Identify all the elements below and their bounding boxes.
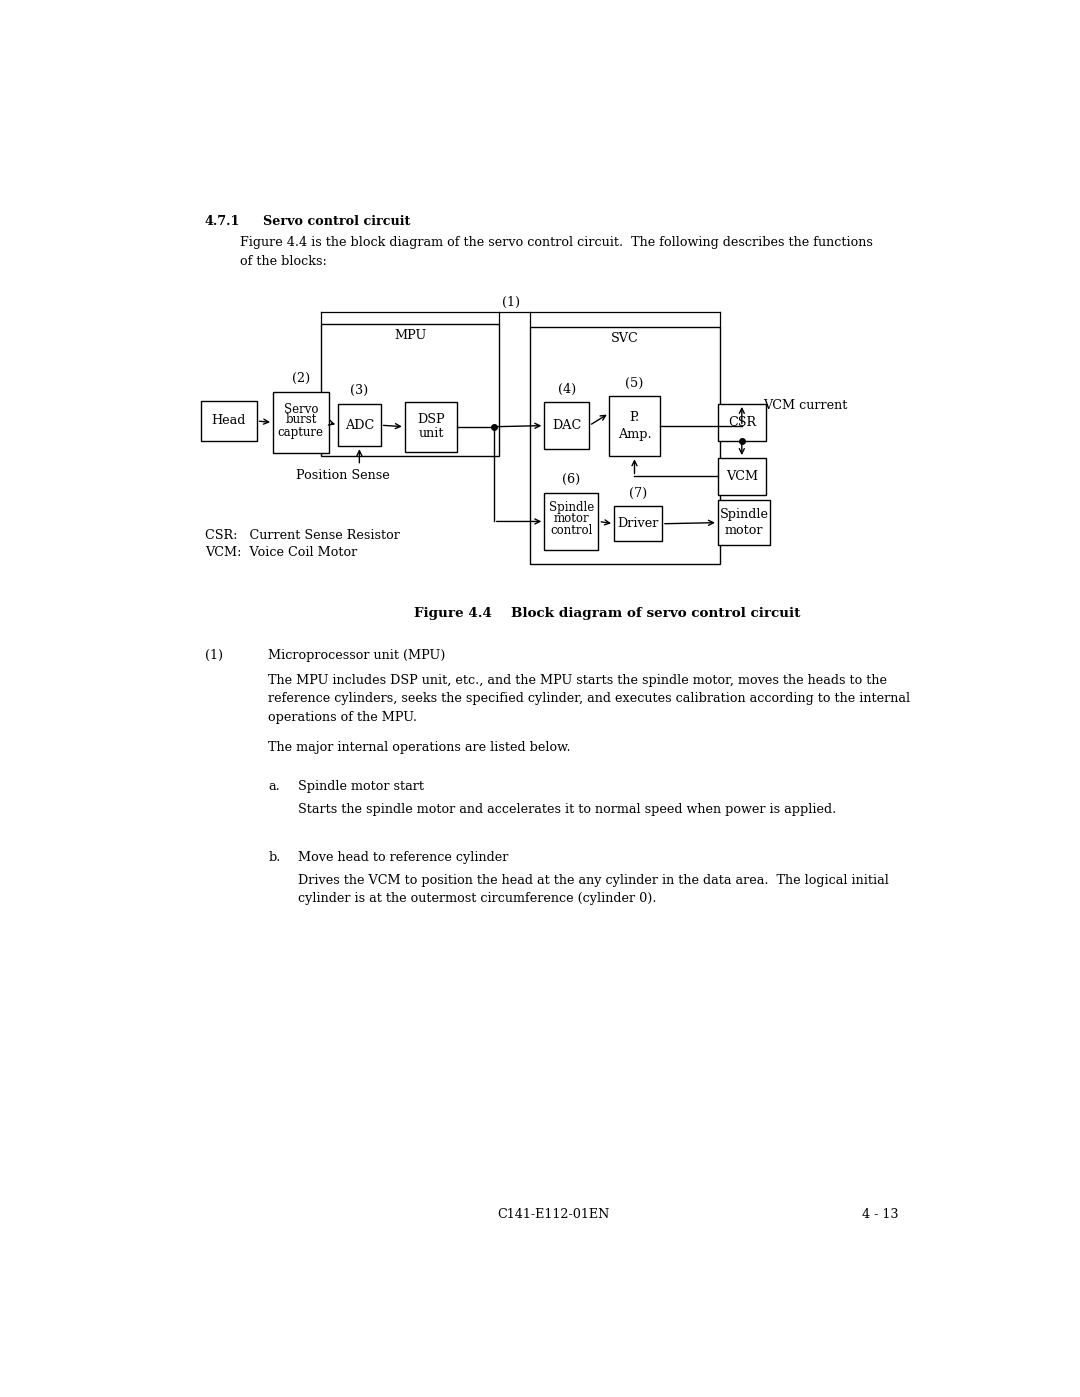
Text: motor: motor [554,511,589,525]
Text: P.: P. [630,411,639,423]
Text: b.: b. [268,851,281,863]
Text: Microprocessor unit (MPU): Microprocessor unit (MPU) [268,648,446,662]
Text: (7): (7) [629,486,647,500]
Text: VCM:  Voice Coil Motor: VCM: Voice Coil Motor [205,546,357,559]
Text: Driver: Driver [618,517,659,531]
Text: Head: Head [212,415,246,427]
Text: 4.7.1: 4.7.1 [205,215,240,228]
Text: Block diagram of servo control circuit: Block diagram of servo control circuit [511,606,800,620]
Bar [530,327,720,564]
Text: Spindle: Spindle [719,509,769,521]
Text: Spindle: Spindle [549,502,594,514]
Bar [321,324,499,457]
Text: Move head to reference cylinder: Move head to reference cylinder [298,851,508,863]
Bar [201,401,257,441]
Text: Servo: Servo [284,402,319,416]
Text: Figure 4.4: Figure 4.4 [414,606,491,620]
Bar [544,493,598,550]
Text: unit: unit [418,427,444,440]
Bar [609,397,660,457]
Text: motor: motor [725,524,764,536]
Bar [718,500,770,545]
Text: (2): (2) [292,372,310,386]
Text: C141-E112-01EN: C141-E112-01EN [497,1207,610,1221]
Text: Starts the spindle motor and accelerates it to normal speed when power is applie: Starts the spindle motor and accelerates… [298,803,836,816]
Bar [544,402,590,448]
Text: capture: capture [278,426,324,439]
Text: (1): (1) [502,296,519,309]
Text: CSR:   Current Sense Resistor: CSR: Current Sense Resistor [205,529,400,542]
Text: Figure 4.4 is the block diagram of the servo control circuit.  The following des: Figure 4.4 is the block diagram of the s… [240,236,873,268]
Text: ADC: ADC [345,419,374,432]
Bar [718,458,766,495]
Text: The MPU includes DSP unit, etc., and the MPU starts the spindle motor, moves the: The MPU includes DSP unit, etc., and the… [268,673,910,724]
Bar [613,507,662,541]
Text: Position Sense: Position Sense [296,469,390,482]
Text: The major internal operations are listed below.: The major internal operations are listed… [268,742,571,754]
Bar [718,404,766,441]
Text: CSR: CSR [728,416,756,429]
Text: (5): (5) [625,377,644,390]
Text: control: control [550,524,593,538]
Text: (6): (6) [563,474,580,486]
Bar [405,402,458,451]
Text: Spindle motor start: Spindle motor start [298,780,423,792]
Text: (3): (3) [350,384,368,397]
Text: SVC: SVC [611,332,639,345]
Text: MPU: MPU [394,330,427,342]
Text: Amp.: Amp. [618,427,651,440]
Text: DAC: DAC [552,419,581,432]
Text: burst: burst [285,414,316,426]
Bar [338,404,380,447]
Text: a.: a. [268,780,280,792]
Text: (1): (1) [205,648,222,662]
Text: VCM current: VCM current [762,400,847,412]
Text: Servo control circuit: Servo control circuit [262,215,410,228]
Text: (4): (4) [557,383,576,395]
Bar [273,393,328,453]
Text: 4 - 13: 4 - 13 [862,1207,899,1221]
Text: VCM: VCM [726,469,758,483]
Text: DSP: DSP [417,412,445,426]
Text: Drives the VCM to position the head at the any cylinder in the data area.  The l: Drives the VCM to position the head at t… [298,873,889,905]
